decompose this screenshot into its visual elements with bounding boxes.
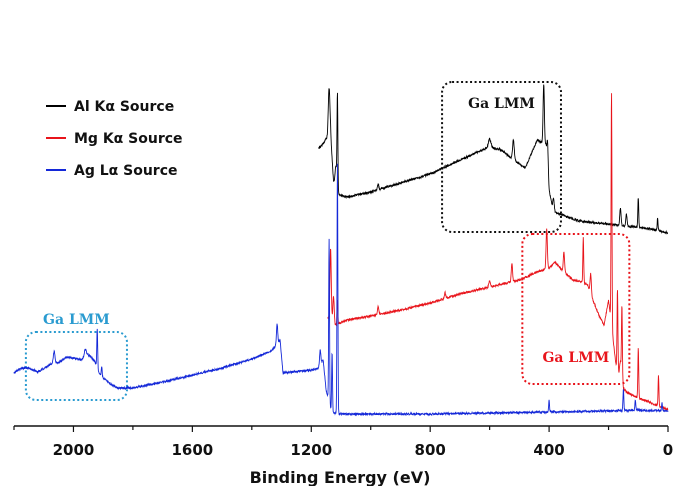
series-line-2 (327, 93, 669, 411)
legend-label-3: Ag Lα Source (74, 163, 178, 179)
legend-label-1: Al Kα Source (74, 99, 174, 115)
ga-lmm-label-1: Ga LMM (468, 96, 535, 112)
x-axis: 2000 1600 1200 800 400 0 (13, 425, 673, 459)
ga-lmm-label-3: Ga LMM (43, 312, 110, 328)
series-line-3 (13, 163, 669, 417)
x-tick-label: 0 (663, 441, 673, 459)
x-tick-label: 800 (415, 441, 446, 459)
legend-label-2: Mg Kα Source (74, 131, 183, 147)
x-tick-label: 1200 (290, 441, 332, 459)
legend: Al Kα Source Mg Kα Source Ag Lα Source (46, 99, 183, 179)
ga-lmm-label-2: Ga LMM (542, 350, 609, 366)
ga-lmm-box-2 (521, 233, 631, 385)
annotation-layer: Ga LMM Ga LMM Ga LMM (24, 81, 631, 401)
series-layer (13, 84, 669, 417)
x-tick-label: 400 (533, 441, 564, 459)
x-axis-title: Binding Energy (eV) (250, 468, 431, 486)
series-line-1 (318, 84, 669, 235)
x-tick-label: 2000 (53, 441, 95, 459)
ga-lmm-box-3 (24, 331, 128, 401)
x-tick-label: 1600 (171, 441, 213, 459)
